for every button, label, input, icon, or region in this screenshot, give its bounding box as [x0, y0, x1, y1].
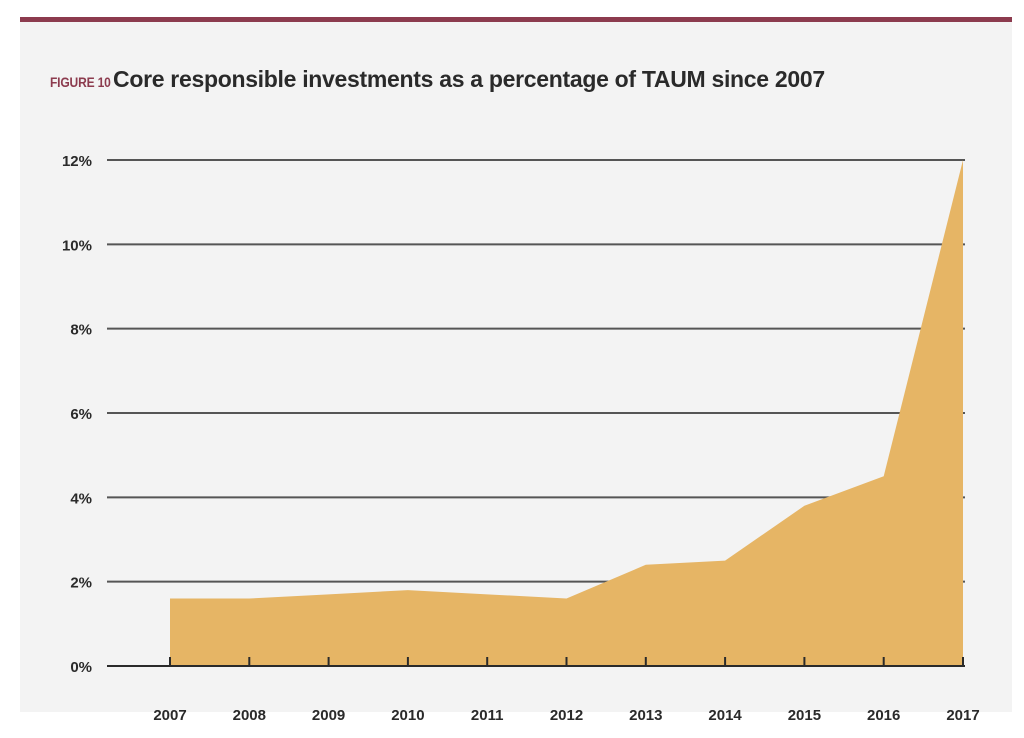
y-tick-label: 6%: [70, 406, 92, 423]
x-tick-label: 2011: [471, 707, 504, 724]
y-tick-label: 10%: [62, 237, 92, 254]
x-tick-label: 2014: [708, 707, 742, 724]
figure-title-row: FIGURE 10 Core responsible investments a…: [50, 66, 825, 93]
figure-title: Core responsible investments as a percen…: [113, 66, 825, 92]
gridlines: [107, 159, 965, 583]
x-tick-label: 2008: [233, 707, 266, 724]
x-tick-label: 2007: [153, 707, 186, 724]
x-tick-label: 2010: [391, 707, 424, 724]
top-accent-rule: [20, 17, 1012, 22]
x-tick-labels: 2007 2008 2009 2010 2011 2012 2013 2014 2015 2016…: [153, 707, 979, 724]
x-ticks: [169, 657, 964, 666]
y-tick-label: 4%: [70, 490, 92, 507]
y-tick-labels: 0% 2% 4% 6% 8% 10% 12%: [62, 153, 92, 676]
figure-label: FIGURE 10: [50, 74, 111, 90]
y-tick-label: 0%: [70, 659, 92, 676]
y-tick-label: 8%: [70, 322, 92, 339]
x-tick-label: 2009: [312, 707, 345, 724]
x-tick-label: 2017: [946, 707, 979, 724]
x-tick-label: 2013: [629, 707, 662, 724]
x-tick-label: 2016: [867, 707, 900, 724]
y-tick-label: 12%: [62, 153, 92, 170]
y-tick-label: 2%: [70, 575, 92, 592]
x-tick-label: 2012: [550, 707, 583, 724]
area-series: [170, 160, 963, 666]
x-tick-label: 2015: [788, 707, 821, 724]
